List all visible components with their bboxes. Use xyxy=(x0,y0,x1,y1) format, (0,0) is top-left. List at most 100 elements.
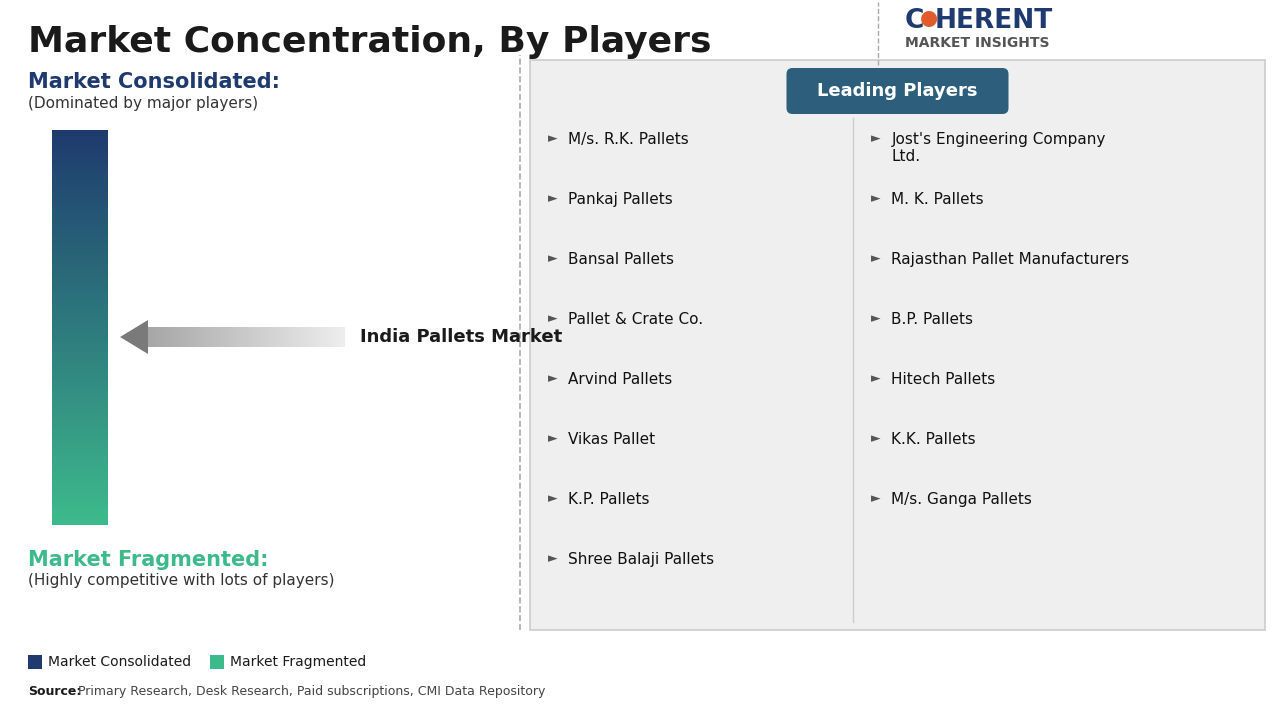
Bar xyxy=(52,405,108,407)
Bar xyxy=(312,327,314,347)
Bar xyxy=(302,327,303,347)
Bar xyxy=(52,289,108,291)
Bar xyxy=(52,130,108,131)
Bar xyxy=(52,302,108,304)
Bar xyxy=(218,327,219,347)
Bar xyxy=(250,327,251,347)
Bar xyxy=(52,430,108,431)
Bar xyxy=(52,414,108,415)
Bar xyxy=(52,371,108,372)
Bar xyxy=(52,400,108,401)
Bar xyxy=(52,332,108,334)
Bar xyxy=(52,335,108,337)
Bar xyxy=(52,366,108,369)
Bar xyxy=(52,282,108,284)
Bar xyxy=(52,443,108,445)
Bar xyxy=(193,327,195,347)
Bar xyxy=(52,473,108,475)
Bar xyxy=(52,347,108,348)
Bar xyxy=(221,327,223,347)
Bar xyxy=(52,232,108,234)
Bar xyxy=(296,327,297,347)
Bar xyxy=(337,327,338,347)
Bar xyxy=(234,327,236,347)
Bar xyxy=(271,327,273,347)
Bar xyxy=(52,372,108,374)
Bar xyxy=(154,327,155,347)
Bar xyxy=(52,257,108,259)
Bar xyxy=(180,327,182,347)
Bar xyxy=(268,327,269,347)
Bar xyxy=(52,490,108,492)
Text: M/s. Ganga Pallets: M/s. Ganga Pallets xyxy=(891,492,1032,507)
Bar xyxy=(228,327,229,347)
Bar xyxy=(52,171,108,174)
Bar xyxy=(52,260,108,261)
Bar xyxy=(52,152,108,153)
Text: Rajasthan Pallet Manufacturers: Rajasthan Pallet Manufacturers xyxy=(891,252,1129,267)
Bar xyxy=(156,327,157,347)
Bar xyxy=(52,209,108,210)
Bar xyxy=(52,157,108,159)
Bar xyxy=(323,327,324,347)
Bar xyxy=(52,384,108,385)
Bar xyxy=(52,494,108,496)
Text: Market Fragmented:: Market Fragmented: xyxy=(28,550,269,570)
Bar xyxy=(316,327,317,347)
Bar xyxy=(52,401,108,402)
Bar xyxy=(161,327,163,347)
Bar xyxy=(334,327,335,347)
Bar xyxy=(52,521,108,523)
Text: Pallet & Crate Co.: Pallet & Crate Co. xyxy=(568,312,703,327)
Bar xyxy=(256,327,257,347)
Bar xyxy=(287,327,288,347)
Bar xyxy=(315,327,316,347)
Bar xyxy=(209,327,210,347)
Bar xyxy=(229,327,230,347)
Bar xyxy=(52,217,108,218)
Bar xyxy=(52,409,108,410)
Bar xyxy=(52,503,108,505)
Text: Market Fragmented: Market Fragmented xyxy=(230,655,366,669)
Text: Market Consolidated: Market Consolidated xyxy=(49,655,191,669)
Bar xyxy=(52,187,108,189)
Bar xyxy=(187,327,188,347)
Bar xyxy=(52,398,108,400)
Bar xyxy=(52,417,108,418)
Bar xyxy=(216,327,218,347)
Bar xyxy=(52,273,108,275)
Bar xyxy=(52,397,108,399)
Bar xyxy=(294,327,296,347)
Bar xyxy=(52,333,108,336)
Bar xyxy=(177,327,178,347)
Bar xyxy=(52,382,108,384)
Bar xyxy=(52,193,108,194)
Bar xyxy=(52,161,108,163)
Bar xyxy=(52,160,108,161)
Bar xyxy=(52,448,108,450)
Bar xyxy=(52,351,108,353)
Bar xyxy=(52,327,108,329)
Bar xyxy=(204,327,205,347)
Bar xyxy=(52,470,108,472)
Bar xyxy=(52,235,108,237)
Bar xyxy=(253,327,255,347)
Bar xyxy=(196,327,197,347)
Bar xyxy=(215,327,216,347)
Bar xyxy=(157,327,159,347)
Bar xyxy=(52,395,108,397)
Bar xyxy=(52,478,108,480)
Bar xyxy=(224,327,225,347)
Bar xyxy=(52,173,108,175)
Bar xyxy=(52,171,108,172)
Bar xyxy=(52,264,108,266)
Bar xyxy=(52,133,108,135)
Bar xyxy=(52,225,108,226)
Bar xyxy=(52,357,108,359)
Bar xyxy=(52,261,108,263)
Bar xyxy=(52,315,108,317)
Bar xyxy=(52,140,108,142)
Bar xyxy=(52,435,108,437)
Bar xyxy=(52,386,108,388)
Bar xyxy=(52,132,108,134)
